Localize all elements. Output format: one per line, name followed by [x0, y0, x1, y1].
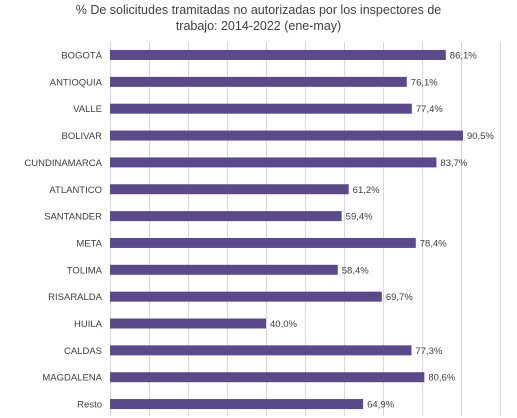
data-label-9: 69,7% — [386, 292, 413, 303]
category-label-3: BOLIVAR — [62, 131, 103, 142]
bar-4 — [110, 157, 437, 168]
data-label-4: 83,7% — [440, 158, 467, 169]
bar-7 — [110, 237, 416, 248]
data-label-12: 80,6% — [428, 373, 455, 384]
bar-0 — [110, 50, 446, 60]
data-label-8: 58,4% — [342, 265, 369, 276]
bar-3 — [110, 130, 463, 141]
data-label-7: 78,4% — [420, 238, 447, 249]
category-label-13: Resto — [77, 400, 102, 411]
category-label-5: ATLANTICO — [49, 185, 102, 196]
bar-1 — [110, 76, 407, 87]
data-label-5: 61,2% — [353, 185, 380, 196]
chart-title: % De solicitudes tramitadas no autorizad… — [0, 2, 517, 34]
data-label-2: 77,4% — [416, 104, 443, 115]
bar-8 — [110, 264, 338, 275]
bar-11 — [110, 345, 412, 356]
category-label-0: BOGOTÁ — [61, 51, 102, 62]
bar-13 — [110, 399, 364, 410]
bar-10 — [110, 318, 266, 329]
data-label-10: 40,0% — [270, 319, 297, 330]
category-label-6: SANTANDER — [44, 212, 102, 223]
category-label-12: MAGDALENA — [42, 373, 102, 384]
category-label-4: CUNDINAMARCA — [24, 158, 102, 169]
data-label-1: 76,1% — [411, 77, 438, 88]
category-label-7: META — [76, 238, 102, 249]
data-label-3: 90,5% — [467, 131, 494, 142]
category-label-8: TOLIMA — [67, 265, 103, 276]
data-label-13: 64,9% — [367, 400, 394, 411]
bar-12 — [110, 372, 425, 383]
chart-title-line-2: trabajo: 2014-2022 (ene-may) — [175, 19, 342, 33]
bar-6 — [110, 211, 342, 222]
category-label-9: RISARALDA — [48, 292, 103, 303]
bar-2 — [110, 103, 412, 114]
chart-title-line-1: % De solicitudes tramitadas no autorizad… — [75, 3, 442, 17]
category-label-10: HUILA — [74, 319, 103, 330]
data-label-11: 77,3% — [415, 346, 442, 357]
data-label-6: 59,4% — [346, 212, 373, 223]
bar-5 — [110, 184, 349, 195]
data-label-0: 86,1% — [450, 51, 477, 62]
category-label-2: VALLE — [73, 104, 102, 115]
category-label-1: ANTIOQUIA — [50, 77, 103, 88]
category-label-11: CALDAS — [64, 346, 102, 357]
bar-9 — [110, 291, 382, 302]
